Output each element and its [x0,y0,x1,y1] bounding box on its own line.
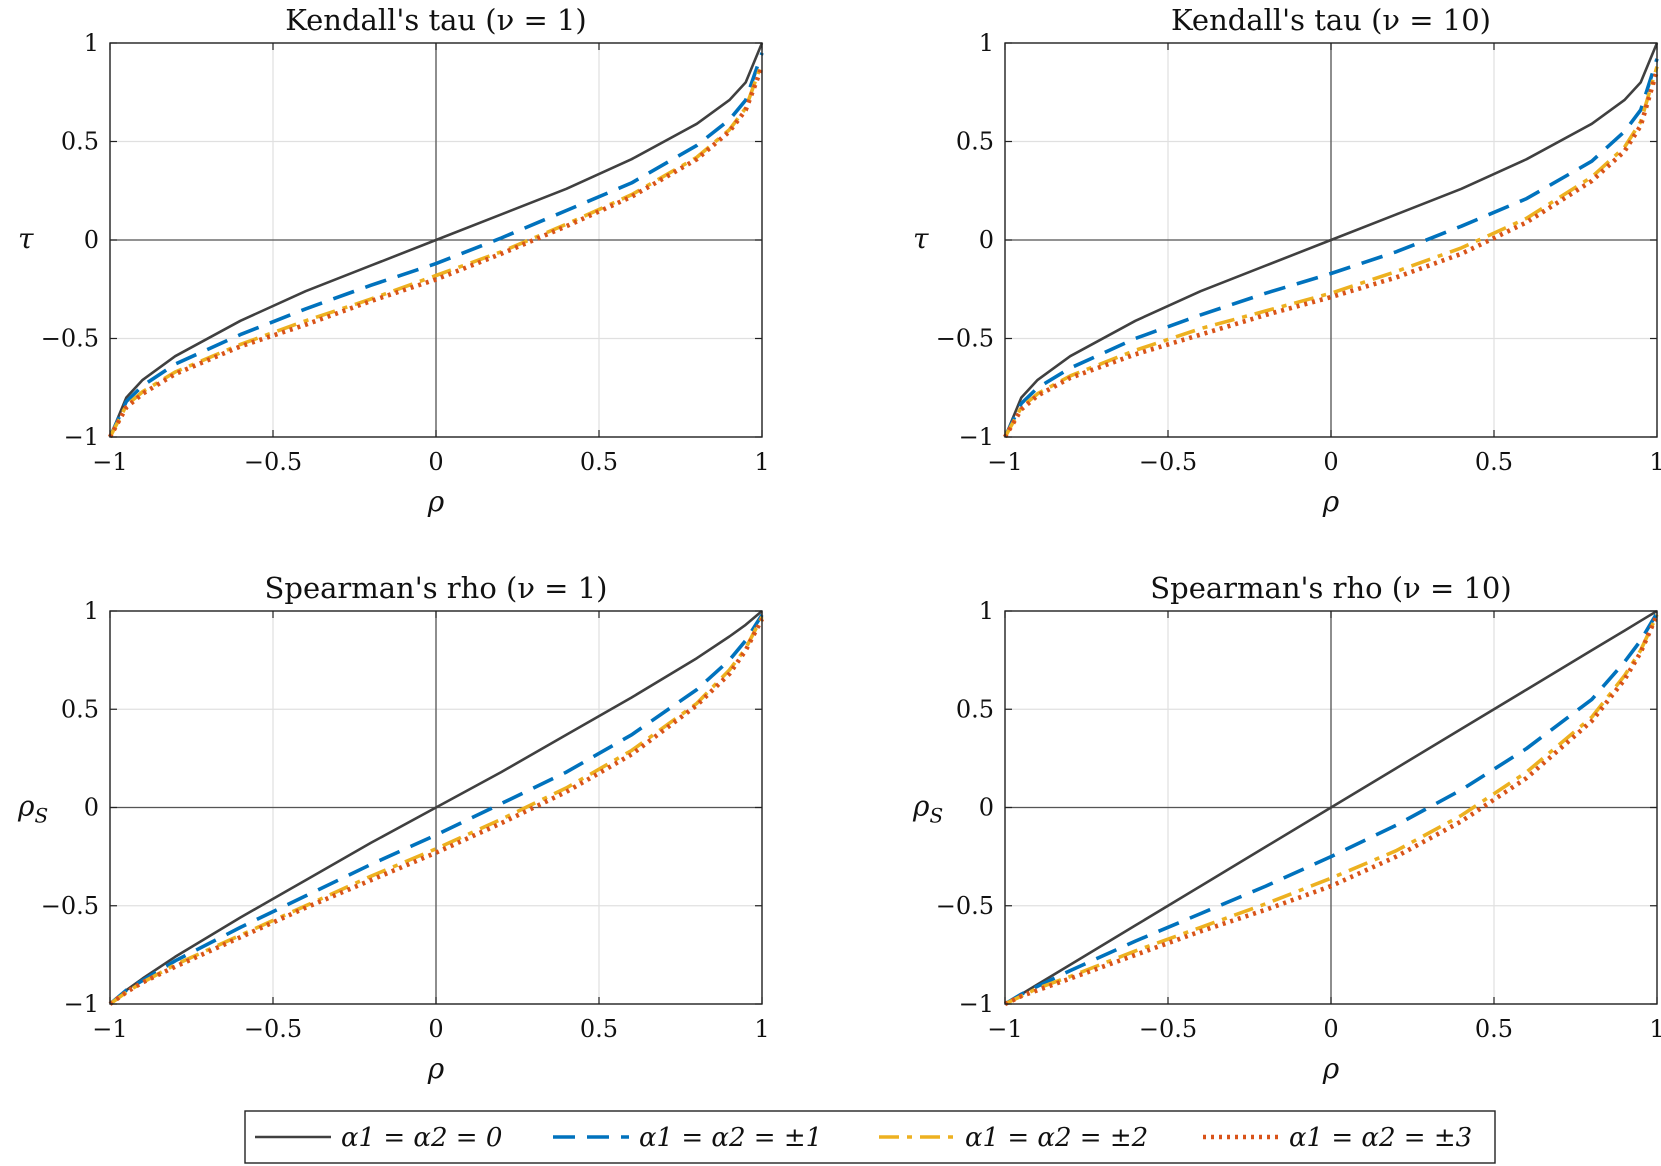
chart-panel-3: −1 −0.5 0 0.5 1 −1 −0.5 0 0.5 1 Spearman's rho (ν … [17,571,770,1085]
y-tick-label: −1 [959,990,994,1018]
legend-label: α1 = α2 = ±3 [1289,1123,1472,1153]
series-line-4 [1003,69,1660,439]
series-line-3 [1004,614,1659,1006]
series-line-1 [1004,609,1658,1006]
chart-title: Spearman's rho (ν = 1) [265,571,608,605]
x-tick-label: −0.5 [1139,448,1197,476]
x-tick-label: −0.5 [244,448,302,476]
x-tick-label: 0.5 [580,448,618,476]
series-line-4 [1003,613,1660,1007]
x-axis-label: ρ [1322,1052,1340,1085]
y-axis-label: τ [913,222,929,255]
chart-panel-4: −1 −0.5 0 0.5 1 −1 −0.5 0 0.5 1 Spearman's rho (ν … [912,571,1661,1085]
x-tick-label: −1 [92,448,127,476]
x-tick-label: 0 [428,448,443,476]
y-tick-label: 1 [979,597,994,625]
y-tick-label: 0 [979,794,994,822]
series-line-1 [1003,42,1659,438]
legend-item-4: α1 = α2 = ±3 [1203,1123,1472,1153]
legend-item-3: α1 = α2 = ±2 [879,1123,1148,1153]
x-tick-label: 1 [1649,448,1661,476]
series-line-3 [108,616,764,1006]
chart-title: Kendall's tau (ν = 10) [1171,3,1491,37]
y-tick-label: 0.5 [956,128,994,156]
x-tick-label: 1 [754,1015,769,1043]
y-tick-label: −0.5 [936,892,994,920]
y-tick-label: 1 [979,29,994,57]
x-tick-label: 0 [1323,1015,1338,1043]
chart-title: Spearman's rho (ν = 10) [1150,571,1511,605]
y-tick-label: 0 [84,226,99,254]
legend-label: α1 = α2 = ±2 [965,1123,1148,1153]
x-tick-label: 0.5 [1475,1015,1513,1043]
x-tick-label: −0.5 [1139,1015,1197,1043]
x-tick-label: 0.5 [580,1015,618,1043]
legend-box [244,1110,1496,1164]
x-tick-label: 0 [1323,448,1338,476]
y-tick-label: −0.5 [936,325,994,353]
y-tick-label: 1 [84,29,99,57]
y-tick-label: 1 [84,597,99,625]
series-line-2 [108,52,764,438]
x-tick-label: −1 [987,1015,1022,1043]
y-tick-label: 0 [84,794,99,822]
series-line-1 [108,42,764,438]
chart-panel-2: −1 −0.5 0 0.5 1 −1 −0.5 0 0.5 1 Kendall's tau (ν =… [913,3,1661,518]
series-line-4 [108,617,765,1006]
y-tick-label: −0.5 [41,892,99,920]
x-tick-label: −1 [92,1015,127,1043]
y-axis-label: ρS [17,790,48,828]
legend-label: α1 = α2 = ±1 [639,1123,822,1153]
y-tick-label: 0.5 [956,695,994,723]
series-line-1 [109,610,763,1005]
chart-panel-1: −1 −0.5 0 0.5 1 −1 −0.5 0 0.5 1 Kendall's tau (ν =… [18,3,770,518]
x-tick-label: 0.5 [1475,448,1513,476]
x-axis-label: ρ [427,1052,445,1085]
y-tick-label: −0.5 [41,325,99,353]
x-tick-label: 1 [1649,1015,1661,1043]
y-tick-label: 0 [979,226,994,254]
x-axis-label: ρ [427,485,445,518]
x-tick-label: −1 [987,448,1022,476]
series-line-2 [1004,612,1659,1006]
y-tick-label: −1 [64,423,99,451]
legend-item-2: α1 = α2 = ±1 [553,1123,822,1153]
y-tick-label: −1 [64,990,99,1018]
y-axis-label: ρS [912,790,943,828]
legend-label: α1 = α2 = 0 [341,1123,502,1153]
y-tick-label: 0.5 [61,695,99,723]
chart-title: Kendall's tau (ν = 1) [285,3,586,37]
chart-panels: −1 −0.5 0 0.5 1 −1 −0.5 0 0.5 1 Kendall's tau (ν =… [17,3,1661,1085]
x-tick-label: 0 [428,1015,443,1043]
legend-item-1: α1 = α2 = 0 [255,1123,502,1153]
series-line-2 [1003,58,1659,438]
y-tick-label: 0.5 [61,128,99,156]
y-axis-label: τ [18,222,34,255]
series-line-4 [107,65,765,439]
legend: α1 = α2 = 0 α1 = α2 = ±1 α1 = α2 = ±2 α1 = … [244,1110,1496,1164]
series-line-2 [108,613,764,1006]
x-tick-label: 1 [754,448,769,476]
x-tick-label: −0.5 [244,1015,302,1043]
y-tick-label: −1 [959,423,994,451]
x-axis-label: ρ [1322,485,1340,518]
